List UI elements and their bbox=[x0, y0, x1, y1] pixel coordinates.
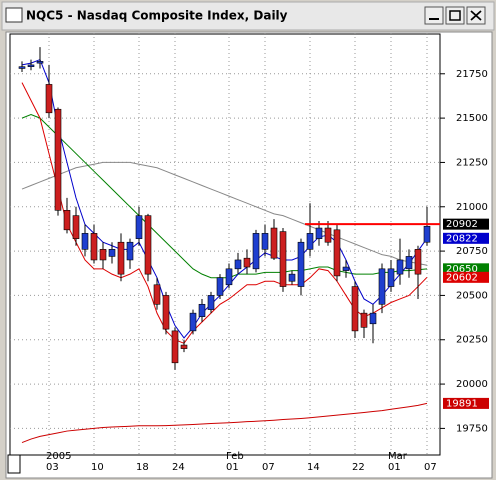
value-label: 20902 bbox=[446, 219, 478, 230]
x-tick-label: 14 bbox=[307, 462, 320, 473]
candle-body bbox=[108, 249, 116, 257]
candle-body bbox=[36, 61, 44, 64]
y-tick-label: 20750 bbox=[456, 246, 488, 257]
candle-body bbox=[144, 215, 152, 275]
y-tick-label: 20250 bbox=[456, 335, 488, 346]
moving-average-line bbox=[21, 161, 428, 266]
window-title: NQC5 - Nasdaq Composite Index, Daily bbox=[26, 9, 288, 23]
maximize-icon bbox=[449, 10, 461, 21]
scroll-box[interactable] bbox=[7, 454, 21, 474]
candle-body bbox=[171, 330, 179, 364]
month-label: Mar bbox=[388, 451, 408, 462]
value-label-box bbox=[443, 263, 489, 275]
candle-body bbox=[216, 277, 224, 296]
maximize-button[interactable] bbox=[445, 6, 465, 25]
candle-body bbox=[54, 108, 62, 211]
candle-body bbox=[351, 286, 359, 332]
candle-body bbox=[72, 215, 80, 239]
value-label: 20602 bbox=[446, 272, 478, 283]
x-tick-label: 01 bbox=[226, 462, 239, 473]
window-buttons[interactable] bbox=[424, 6, 486, 25]
candle-body bbox=[90, 233, 98, 261]
title-bar bbox=[1, 1, 495, 31]
candle-body bbox=[405, 256, 413, 270]
value-label: 20650 bbox=[446, 264, 478, 275]
value-label-box bbox=[443, 218, 489, 230]
y-tick-label: 21000 bbox=[456, 202, 488, 213]
x-tick-label: 03 bbox=[46, 462, 59, 473]
candle-body bbox=[153, 284, 161, 305]
chart-area bbox=[5, 31, 493, 479]
plot: 19750 20000 20250 20500 20750 21000 21250 21500… bbox=[10, 33, 489, 473]
value-label: 19891 bbox=[446, 398, 478, 409]
moving-average-line bbox=[21, 58, 428, 339]
x-tick-label: 18 bbox=[136, 462, 149, 473]
candle-body bbox=[270, 227, 278, 259]
month-label: 2005 bbox=[46, 451, 71, 462]
value-label-box bbox=[443, 271, 489, 283]
candle-body bbox=[297, 241, 305, 287]
candle-body bbox=[207, 295, 215, 310]
x-tick-label: 10 bbox=[91, 462, 104, 473]
x-tick-label: 24 bbox=[172, 462, 185, 473]
candle-body bbox=[135, 215, 143, 239]
candle-body bbox=[315, 227, 323, 239]
value-label-box bbox=[443, 232, 489, 244]
candle-body bbox=[162, 295, 170, 330]
candle-body bbox=[423, 225, 431, 243]
window-icon bbox=[5, 7, 23, 23]
moving-average-line bbox=[21, 82, 428, 344]
month-label: Feb bbox=[226, 451, 244, 462]
candle-body bbox=[18, 66, 26, 69]
minimize-button[interactable] bbox=[424, 6, 444, 25]
candle-body bbox=[63, 210, 71, 231]
close-icon bbox=[470, 10, 482, 21]
x-tick-label: 07 bbox=[424, 462, 437, 473]
plot-frame bbox=[9, 33, 441, 456]
y-tick-label: 21750 bbox=[456, 69, 488, 80]
candle-body bbox=[189, 312, 197, 332]
candle-body bbox=[234, 259, 242, 270]
value-label-box bbox=[443, 397, 489, 409]
candle-body bbox=[81, 233, 89, 250]
x-tick-label: 22 bbox=[352, 462, 365, 473]
candle-body bbox=[333, 229, 341, 277]
candle-body bbox=[99, 249, 107, 261]
candle-body bbox=[126, 241, 134, 261]
y-tick-label: 19750 bbox=[456, 423, 488, 434]
candle-body bbox=[369, 312, 377, 325]
candle-body bbox=[117, 241, 125, 275]
candle-body bbox=[396, 259, 404, 275]
candle-body bbox=[27, 64, 35, 67]
candle-body bbox=[387, 268, 395, 287]
moving-average-line bbox=[21, 402, 428, 444]
candle-body bbox=[288, 273, 296, 282]
candle-body bbox=[360, 312, 368, 328]
candle-body bbox=[342, 266, 350, 271]
candle-body bbox=[378, 268, 386, 305]
candle-body bbox=[252, 233, 260, 270]
candle-body bbox=[45, 84, 53, 114]
y-tick-label: 21500 bbox=[456, 113, 488, 124]
candle-body bbox=[414, 249, 422, 275]
candle-body bbox=[243, 257, 251, 268]
candle-body bbox=[180, 344, 188, 349]
y-tick-label: 20000 bbox=[456, 379, 488, 390]
y-tick-label: 21250 bbox=[456, 157, 488, 168]
candle-body bbox=[225, 268, 233, 286]
moving-average-line bbox=[21, 114, 428, 279]
candle-body bbox=[324, 227, 332, 243]
candle-body bbox=[306, 233, 314, 250]
x-tick-label: 01 bbox=[388, 462, 401, 473]
value-label: 20822 bbox=[446, 233, 478, 244]
x-tick-label: 07 bbox=[262, 462, 275, 473]
candle-body bbox=[198, 303, 206, 317]
candle-body bbox=[261, 233, 269, 250]
y-tick-label: 20500 bbox=[456, 290, 488, 301]
candle-body bbox=[279, 231, 287, 287]
